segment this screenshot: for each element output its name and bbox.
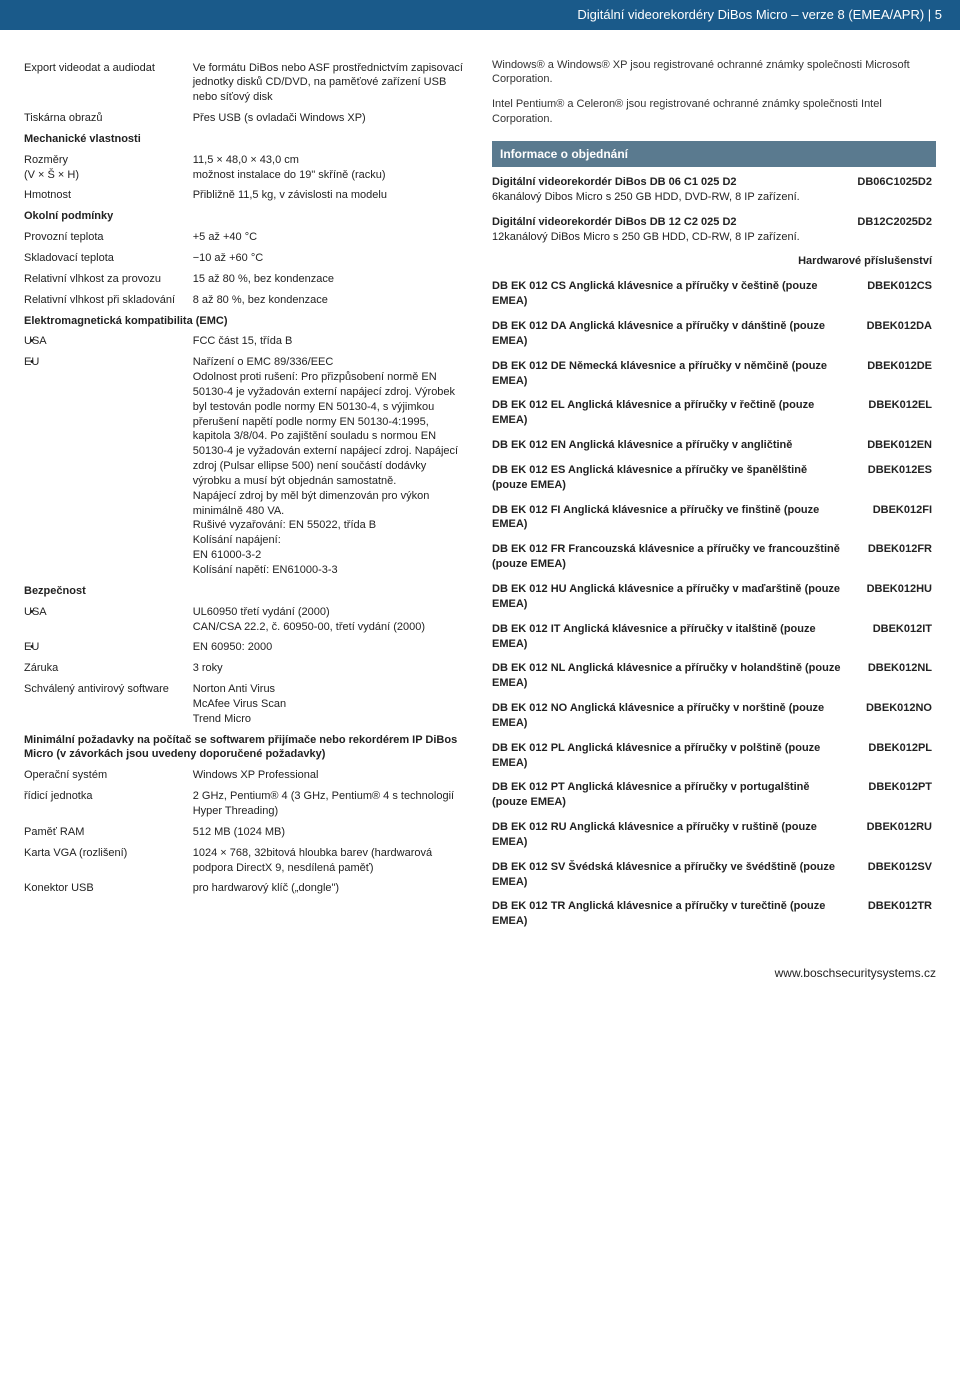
order-item: DB EK 012 RU Anglická klávesnice a příru… — [492, 816, 849, 856]
spec-value: Nařízení o EMC 89/336/EEC Odolnost proti… — [193, 352, 468, 581]
order-item: DB EK 012 PL Anglická klávesnice a příru… — [492, 737, 849, 777]
order-item: DB EK 012 NL Anglická klávesnice a příru… — [492, 657, 849, 697]
footer-url: www.boschsecuritysystems.cz — [0, 947, 960, 991]
spec-key: USA — [24, 331, 193, 352]
spec-key: Karta VGA (rozlišení) — [24, 843, 193, 879]
spec-key: Hmotnost — [24, 185, 193, 206]
spec-key: Záruka — [24, 658, 193, 679]
order-code: DBEK012ES — [849, 459, 936, 499]
spec-value: 11,5 × 48,0 × 43,0 cm možnost instalace … — [193, 150, 468, 186]
order-code: DBEK012NL — [849, 657, 936, 697]
trademark-note: Intel Pentium® a Celeron® jsou registrov… — [492, 97, 936, 127]
spec-key: Bezpečnost — [24, 581, 468, 602]
spec-key: Schválený antivirový software — [24, 679, 193, 730]
spec-key: EU — [24, 637, 193, 658]
order-item: DB EK 012 DA Anglická klávesnice a příru… — [492, 315, 849, 355]
order-table: Digitální videorekordér DiBos DB 06 C1 0… — [492, 171, 936, 935]
spec-key: Provozní teplota — [24, 227, 193, 248]
order-code: DBEK012CS — [849, 275, 936, 315]
spec-value: pro hardwarový klíč („dongle") — [193, 878, 468, 899]
spec-key: Elektromagnetická kompatibilita (EMC) — [24, 311, 468, 332]
left-column: Export videodat a audiodatVe formátu DiB… — [24, 58, 468, 936]
spec-value: +5 až +40 °C — [193, 227, 468, 248]
spec-value: Ve formátu DiBos nebo ASF prostřednictví… — [193, 58, 468, 109]
spec-key: Paměť RAM — [24, 822, 193, 843]
order-code: DBEK012SV — [849, 856, 936, 896]
order-code: DBEK012PT — [849, 776, 936, 816]
spec-key: Mechanické vlastnosti — [24, 129, 468, 150]
spec-value: FCC část 15, třída B — [193, 331, 468, 352]
order-item: Digitální videorekordér DiBos DB 12 C2 0… — [492, 211, 849, 251]
page-header: Digitální videorekordéry DiBos Micro – v… — [0, 0, 960, 30]
order-code: DBEK012HU — [849, 578, 936, 618]
spec-key: EU — [24, 352, 193, 581]
spec-key: Okolní podmínky — [24, 206, 468, 227]
order-code: DBEK012PL — [849, 737, 936, 777]
spec-key: Operační systém — [24, 765, 193, 786]
order-item: DB EK 012 FI Anglická klávesnice a příru… — [492, 499, 849, 539]
trademark-note: Windows® a Windows® XP jsou registrované… — [492, 58, 936, 88]
order-info-head: Informace o objednání — [492, 141, 936, 167]
order-code: DB06C1025D2 — [849, 171, 936, 211]
spec-value: 15 až 80 %, bez kondenzace — [193, 269, 468, 290]
spec-key: Minimální požadavky na počítač se softwa… — [24, 730, 468, 766]
spec-value: 512 MB (1024 MB) — [193, 822, 468, 843]
order-item: Digitální videorekordér DiBos DB 06 C1 0… — [492, 171, 849, 211]
spec-key: řídicí jednotka — [24, 786, 193, 822]
spec-key: Konektor USB — [24, 878, 193, 899]
spec-value: Přibližně 11,5 kg, v závislosti na model… — [193, 185, 468, 206]
order-code: DBEK012TR — [849, 895, 936, 935]
order-item: DB EK 012 TR Anglická klávesnice a příru… — [492, 895, 849, 935]
order-item: DB EK 012 EL Anglická klávesnice a příru… — [492, 394, 849, 434]
order-code: DBEK012NO — [849, 697, 936, 737]
order-code: DBEK012RU — [849, 816, 936, 856]
spec-value: Norton Anti Virus McAfee Virus Scan Tren… — [193, 679, 468, 730]
spec-key: Relativní vlhkost při skladování — [24, 290, 193, 311]
order-code: DBEK012IT — [849, 618, 936, 658]
spec-value: 8 až 80 %, bez kondenzace — [193, 290, 468, 311]
spec-value: −10 až +60 °C — [193, 248, 468, 269]
order-code: DBEK012DE — [849, 355, 936, 395]
spec-key: Tiskárna obrazů — [24, 108, 193, 129]
order-item: DB EK 012 FR Francouzská klávesnice a př… — [492, 538, 849, 578]
spec-value: Přes USB (s ovladači Windows XP) — [193, 108, 468, 129]
order-item: DB EK 012 CS Anglická klávesnice a příru… — [492, 275, 849, 315]
spec-value: 2 GHz, Pentium® 4 (3 GHz, Pentium® 4 s t… — [193, 786, 468, 822]
order-item: DB EK 012 SV Švédská klávesnice a příruč… — [492, 856, 849, 896]
order-item: DB EK 012 NO Anglická klávesnice a příru… — [492, 697, 849, 737]
order-code: DBEK012FR — [849, 538, 936, 578]
content-area: Export videodat a audiodatVe formátu DiB… — [0, 30, 960, 948]
order-code: DBEK012EN — [849, 434, 936, 459]
spec-key: USA — [24, 602, 193, 638]
spec-key: Relativní vlhkost za provozu — [24, 269, 193, 290]
right-column: Windows® a Windows® XP jsou registrované… — [492, 58, 936, 936]
order-item: DB EK 012 EN Anglická klávesnice a příru… — [492, 434, 849, 459]
spec-value: EN 60950: 2000 — [193, 637, 468, 658]
trademark-notes: Windows® a Windows® XP jsou registrované… — [492, 58, 936, 127]
order-item: DB EK 012 DE Německá klávesnice a příruč… — [492, 355, 849, 395]
order-code: DB12C2025D2 — [849, 211, 936, 251]
order-code: DBEK012EL — [849, 394, 936, 434]
spec-table: Export videodat a audiodatVe formátu DiB… — [24, 58, 468, 900]
spec-key: Skladovací teplota — [24, 248, 193, 269]
spec-value: UL60950 třetí vydání (2000) CAN/CSA 22.2… — [193, 602, 468, 638]
order-item: DB EK 012 IT Anglická klávesnice a příru… — [492, 618, 849, 658]
order-code: DBEK012DA — [849, 315, 936, 355]
spec-value: 1024 × 768, 32bitová hloubka barev (hard… — [193, 843, 468, 879]
order-item: DB EK 012 PT Anglická klávesnice a příru… — [492, 776, 849, 816]
order-item: DB EK 012 ES Anglická klávesnice a příru… — [492, 459, 849, 499]
hw-accessories-head: Hardwarové příslušenství — [492, 250, 936, 275]
spec-value: Windows XP Professional — [193, 765, 468, 786]
order-code: DBEK012FI — [849, 499, 936, 539]
spec-key: Export videodat a audiodat — [24, 58, 193, 109]
order-item: DB EK 012 HU Anglická klávesnice a příru… — [492, 578, 849, 618]
spec-value: 3 roky — [193, 658, 468, 679]
spec-key: Rozměry (V × Š × H) — [24, 150, 193, 186]
